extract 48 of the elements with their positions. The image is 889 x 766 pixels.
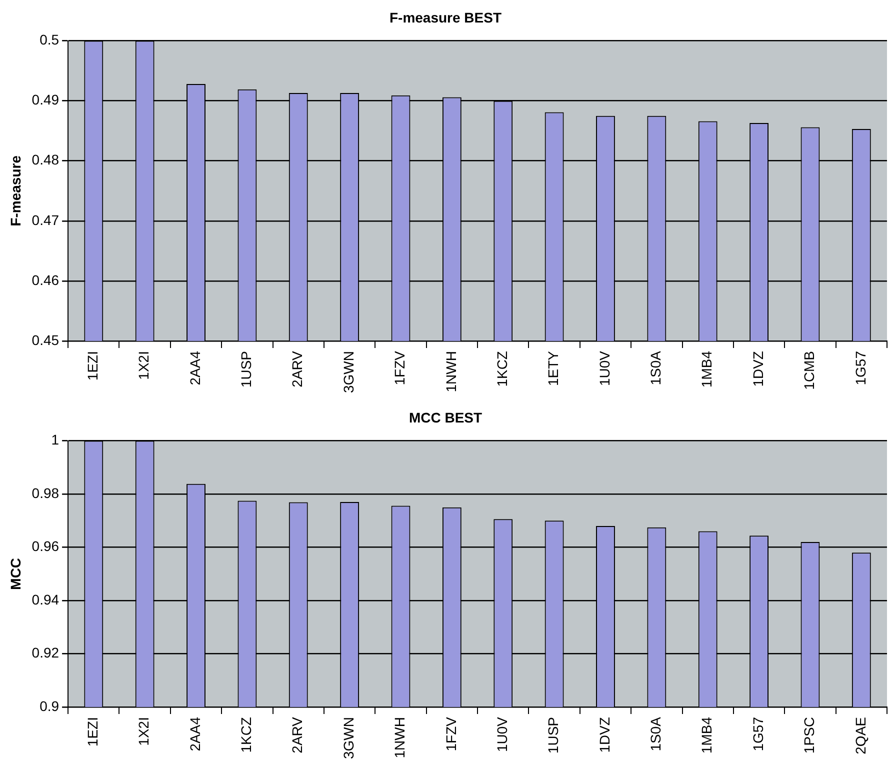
x-tick-label: 1U0V [494,716,510,752]
x-tick-label: 1EZI [84,717,100,747]
y-axis-title: F-measure [7,155,24,226]
x-tick-label: 1FZV [392,350,408,386]
y-tick-label: 0.94 [32,591,60,608]
x-tick-label: 1DVZ [596,716,612,753]
x-tick-label: 1X2I [136,351,152,380]
x-tick-label: 1KCZ [238,716,254,753]
x-tick-label: 1PSC [801,717,818,754]
x-tick-label: 1NWH [392,717,408,758]
x-tick-label: 1CMB [801,351,818,390]
x-tick-label: 1FZV [442,716,459,752]
x-tick-label: 1ETY [545,350,562,386]
chart-title: F-measure BEST [389,9,502,26]
x-tick-label: 1MB4 [698,716,715,754]
y-axis-title: MCC [7,558,24,590]
y-tick-label: 0.47 [32,212,60,228]
x-tick-label: 1G57 [852,350,868,386]
y-tick-label: 0.46 [32,272,60,288]
x-tick-label: 2QAE [852,717,868,754]
x-tick-label: 1U0V [596,350,612,386]
y-tick-label: 0.92 [32,644,60,661]
x-tick-label: 1S0A [648,716,664,752]
x-tick-label: 1DVZ [750,350,766,387]
x-tick-label: 3GWN [340,717,356,759]
x-tick-label: 1USP [238,351,254,388]
y-tick-label: 0.48 [32,152,60,168]
x-tick-label: 2ARV [289,350,306,388]
x-tick-label: 1USP [545,717,562,754]
y-tick-label: 1 [51,432,60,448]
y-tick-label: 0.45 [32,332,60,348]
y-tick-label: 0.9 [40,698,60,714]
x-tick-label: 1NWH [442,351,459,392]
x-tick-label: 1KCZ [494,350,510,387]
y-tick-label: 0.98 [32,484,60,501]
x-tick-label: 3GWN [340,351,356,393]
x-tick-label: 2AA4 [186,350,203,386]
x-tick-label: 1MB4 [698,350,715,388]
y-tick-label: 0.96 [32,538,60,554]
x-tick-label: 1EZI [84,351,100,381]
chart-title: MCC BEST [408,409,482,426]
y-tick-label: 0.5 [40,32,60,48]
x-tick-label: 2AA4 [186,716,203,752]
x-tick-label: 2ARV [289,716,306,754]
y-tick-label: 0.49 [32,92,60,108]
x-tick-label: 1G57 [750,716,766,752]
x-tick-label: 1X2I [136,717,152,746]
x-tick-label: 1S0A [648,350,664,386]
